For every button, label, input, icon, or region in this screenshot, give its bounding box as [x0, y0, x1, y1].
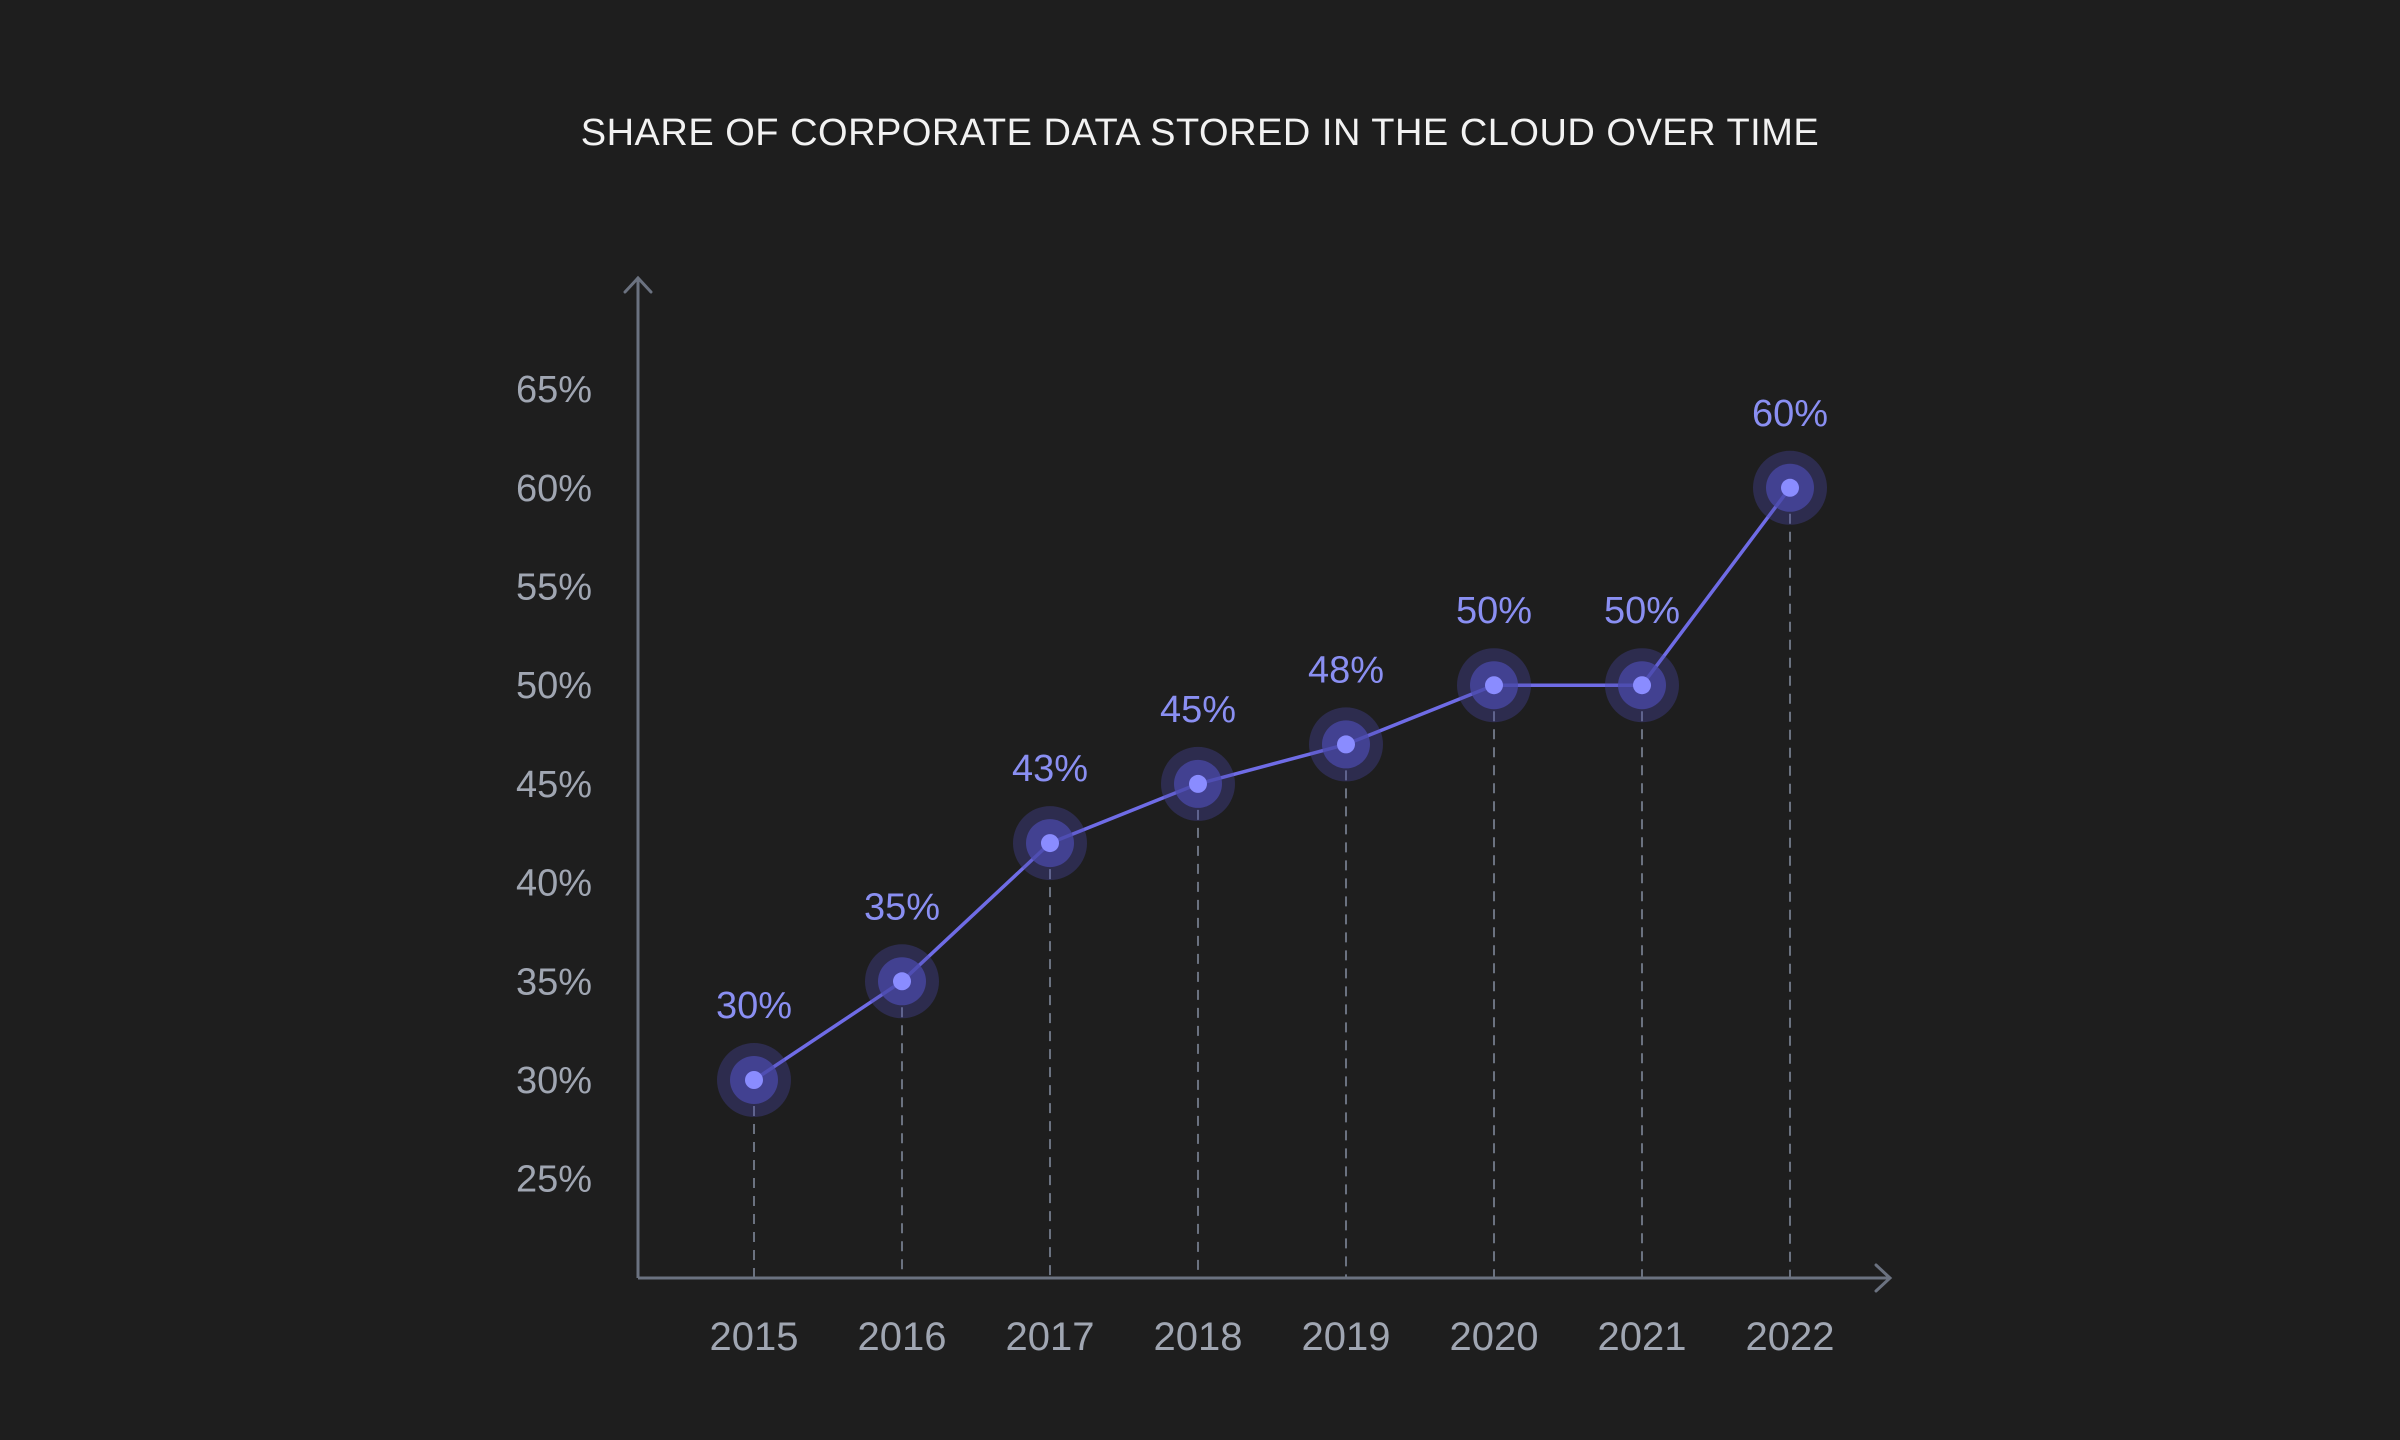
marker-dot — [745, 1071, 763, 1089]
marker-dot — [1781, 478, 1799, 497]
data-point — [1309, 707, 1383, 782]
marker-dot — [1041, 834, 1059, 853]
axes — [623, 275, 1893, 1293]
data-point — [1161, 746, 1235, 821]
markers — [717, 450, 1827, 1117]
y-tick-label: 50% — [516, 665, 592, 707]
y-tick-label: 60% — [516, 468, 592, 510]
data-point — [1605, 648, 1679, 723]
y-axis-ticks: 25% 30% 35% 40% 45% 50% 55% 60% 65% — [516, 369, 592, 1201]
data-point — [717, 1043, 791, 1117]
marker-dot — [1633, 676, 1651, 695]
y-tick-label: 30% — [516, 1060, 592, 1102]
x-axis-ticks: 2015 2016 2017 2018 2019 2020 2021 2022 — [710, 1315, 1835, 1359]
value-label: 30% — [716, 985, 792, 1027]
x-tick-label: 2019 — [1302, 1315, 1391, 1359]
series-line-layer — [753, 486, 1792, 1082]
x-axis-arrow — [1874, 1263, 1893, 1293]
value-label: 48% — [1308, 649, 1384, 691]
series-line — [753, 486, 1792, 1082]
x-tick-label: 2021 — [1598, 1315, 1687, 1359]
y-tick-label: 65% — [516, 369, 592, 411]
x-tick-label: 2020 — [1450, 1315, 1539, 1359]
marker-dot — [1189, 774, 1207, 793]
value-labels: 30% 35% 43% 45% 48% 50% 50% 60% — [716, 393, 1828, 1027]
drop-lines — [753, 513, 1791, 1278]
data-point — [1013, 806, 1087, 881]
value-label: 50% — [1456, 590, 1532, 632]
marker-dot — [1337, 735, 1355, 754]
value-label: 50% — [1604, 590, 1680, 632]
x-tick-label: 2022 — [1746, 1315, 1835, 1359]
y-tick-label: 25% — [516, 1159, 592, 1201]
y-tick-label: 45% — [516, 764, 592, 806]
value-label: 35% — [864, 886, 940, 928]
value-label: 60% — [1752, 393, 1828, 435]
value-label: 43% — [1012, 748, 1088, 790]
value-label: 45% — [1160, 689, 1236, 731]
x-tick-label: 2018 — [1154, 1315, 1243, 1359]
x-tick-label: 2016 — [858, 1315, 947, 1359]
marker-dot — [1485, 676, 1503, 695]
data-point — [1753, 450, 1827, 525]
chart-title: SHARE OF CORPORATE DATA STORED IN THE CL… — [580, 112, 1820, 154]
y-axis-arrow — [623, 275, 653, 294]
marker-dot — [893, 972, 911, 991]
y-tick-label: 35% — [516, 961, 592, 1003]
data-point — [1457, 648, 1531, 723]
x-tick-label: 2015 — [710, 1315, 799, 1359]
data-point — [865, 944, 939, 1019]
y-tick-label: 55% — [516, 567, 592, 609]
x-tick-label: 2017 — [1006, 1315, 1095, 1359]
y-tick-label: 40% — [516, 863, 592, 905]
